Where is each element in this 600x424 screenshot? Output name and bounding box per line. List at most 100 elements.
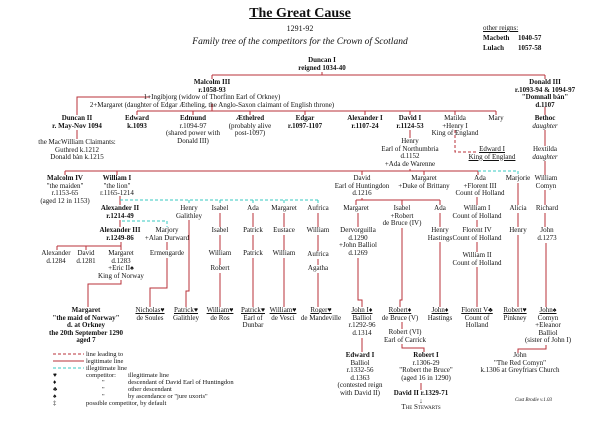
person-detail: 2+Margaret (daughter of Edgar Ætheling, …: [89, 100, 335, 109]
person-john-r: John d.1273: [537, 226, 556, 242]
person-patrick-1: Patrick: [243, 226, 263, 235]
person-henry-galithley: Henry Galithley: [176, 204, 202, 220]
person-name: Æthelred: [235, 114, 265, 122]
person-malcolm-iii: Malcolm III r.1058-93 1+Ingibjorg (widow o…: [89, 78, 335, 109]
person-patrick-dunbar: Patrick♥ Earl of Dunbar: [241, 306, 265, 330]
person-detail: d. at Orkney: [67, 321, 105, 330]
legend-label: legitimate line: [86, 358, 124, 365]
person-name: William: [272, 249, 296, 257]
person-name: Henry: [431, 226, 449, 234]
person-duncan-ii: Duncan II r. May-Nov 1094: [52, 114, 102, 130]
illegitimate-line-william-i-children: [120, 199, 319, 205]
person-detail: d.1269: [348, 248, 368, 257]
person-name: William: [306, 226, 330, 234]
person-detail: d.1107: [535, 100, 555, 109]
person-ada-d: Ada: [434, 204, 446, 213]
person-margaret-norway: Margaret d.1283 +Eric II♠ King of Norway: [98, 249, 144, 280]
person-detail: d.1284: [46, 256, 66, 265]
line-matilda-edward-i: [454, 130, 476, 153]
person-detail: (shared power with: [165, 129, 221, 138]
person-william-i-holland: William I Count of Holland: [453, 204, 502, 220]
line-henry-children: [64, 169, 479, 175]
person-bethoc: Bethoc daughter: [532, 114, 557, 130]
person-name: Henry: [401, 137, 419, 145]
person-detail: King of England: [468, 152, 516, 161]
person-name: Alexander III: [99, 226, 141, 234]
person-detail: +Robert: [390, 211, 414, 220]
person-robert-i2: Robert: [210, 264, 230, 273]
person-detail: Pinkney: [503, 313, 527, 322]
person-name: Marjory: [155, 226, 179, 234]
person-robert-pinkney: Robert♥ Pinkney: [503, 306, 527, 322]
person-henry-m: Henry: [509, 226, 527, 235]
person-john-balliol: John I♦ Balliol r.1292-96 d.1314: [348, 306, 376, 337]
person-detail: k.1306 at Greyfriars Church: [480, 366, 560, 375]
person-ada-w: Ada: [247, 204, 259, 213]
line-malcolm-iii-children: [136, 104, 497, 115]
line-donald-bethoc-hextilda-comyn: [544, 107, 547, 307]
line-maid-of-norway: [87, 280, 122, 307]
person-margaret-d: Margaret: [343, 204, 369, 213]
diamond-icon: ♦: [53, 379, 57, 386]
person-aufrica-w: Aufrica: [307, 204, 328, 213]
person-name: William: [208, 249, 232, 257]
person-name: Isabel: [211, 226, 229, 234]
person-name: John: [513, 351, 527, 359]
illegitimate-line-henry-marjorie: [478, 170, 519, 175]
person-robert-vi: Robert (VI) Earl of Carrick: [384, 328, 426, 344]
line-david-earl-children: [355, 198, 441, 205]
person-john-hastings: John♦ Hastings: [428, 306, 453, 322]
person-isabel-w: Isabel: [212, 204, 229, 213]
person-name: Edward: [124, 114, 150, 122]
person-detail: Count of: [464, 313, 490, 322]
person-name: William II: [462, 251, 492, 259]
person-name: William: [534, 174, 558, 182]
legend-label: possible competitor, by default: [86, 400, 167, 407]
person-florent-iv: Florent IV Count of Holland: [453, 226, 502, 242]
page-years: 1291-92: [286, 24, 314, 33]
person-william-comyn: William Comyn: [534, 174, 558, 190]
person-detail: (aged 12 in 1153): [40, 196, 90, 205]
person-edward-balliol: Edward I Balliol r.1332-56 d.1363 (contested…: [337, 351, 383, 398]
person-name: The Stewarts: [401, 403, 441, 411]
person-detail: "the lion": [103, 181, 131, 190]
person-detail: r.1292-96: [348, 321, 376, 330]
person-detail: d.1283: [111, 256, 131, 265]
person-henry-northumbria: Henry Earl of Northumbria d.1152 +Ada de Wa…: [381, 137, 438, 168]
line-comyn-red-comyn: [517, 345, 547, 353]
heart-icon: ♥: [53, 372, 57, 379]
person-name: Eustace: [273, 226, 295, 234]
reign-years: 1040-57: [518, 34, 542, 42]
line-alexander-iii-children: [56, 242, 122, 250]
person-detail: (contested reign: [337, 381, 383, 390]
person-detail: d.1216: [352, 189, 372, 198]
person-john-comyn: John♠ Comyn +Eleanor Balliol (sister of John…: [525, 306, 571, 345]
person-name: Nicholas♥: [135, 306, 165, 314]
person-william-i2: William: [208, 249, 232, 258]
person-matilda: Matilda +Henry I King of England: [432, 114, 479, 138]
person-stewarts: The Stewarts: [401, 403, 441, 412]
person-detail: (probably alive: [228, 121, 272, 130]
person-patrick-2: Patrick: [243, 249, 263, 258]
person-name: Matilda: [444, 114, 466, 122]
club-icon: ♣: [53, 386, 58, 393]
other-reign-macbeth: Macbeth 1040-57: [483, 33, 541, 43]
person-detail: r.1097-1107: [287, 121, 323, 130]
person-name: Isabel: [393, 204, 411, 212]
person-margaret-brittany: Margaret +Duke of Brittany: [398, 174, 449, 190]
person-alexander-iii: Alexander III r.1249-86: [99, 226, 141, 242]
person-detail: daughter: [532, 152, 558, 161]
legend-label: ": [102, 386, 105, 393]
person-detail: r.1107-24: [351, 121, 379, 130]
legend-detail: by ascendance or "jure uxoris": [128, 393, 208, 400]
person-edmund: Edmund r.1094-97 (shared power with Donald …: [165, 114, 221, 145]
person-name: Robert: [210, 264, 230, 272]
person-detail: d.1314: [352, 328, 372, 337]
person-name: Margaret: [411, 174, 437, 182]
page-title: The Great Cause: [249, 6, 351, 21]
person-aufrica-2: Aufrica: [307, 250, 328, 259]
person-detail: King of Norway: [98, 271, 144, 280]
person-william-ros: William♥ de Ros: [207, 306, 234, 322]
person-detail: Comyn: [535, 181, 557, 190]
